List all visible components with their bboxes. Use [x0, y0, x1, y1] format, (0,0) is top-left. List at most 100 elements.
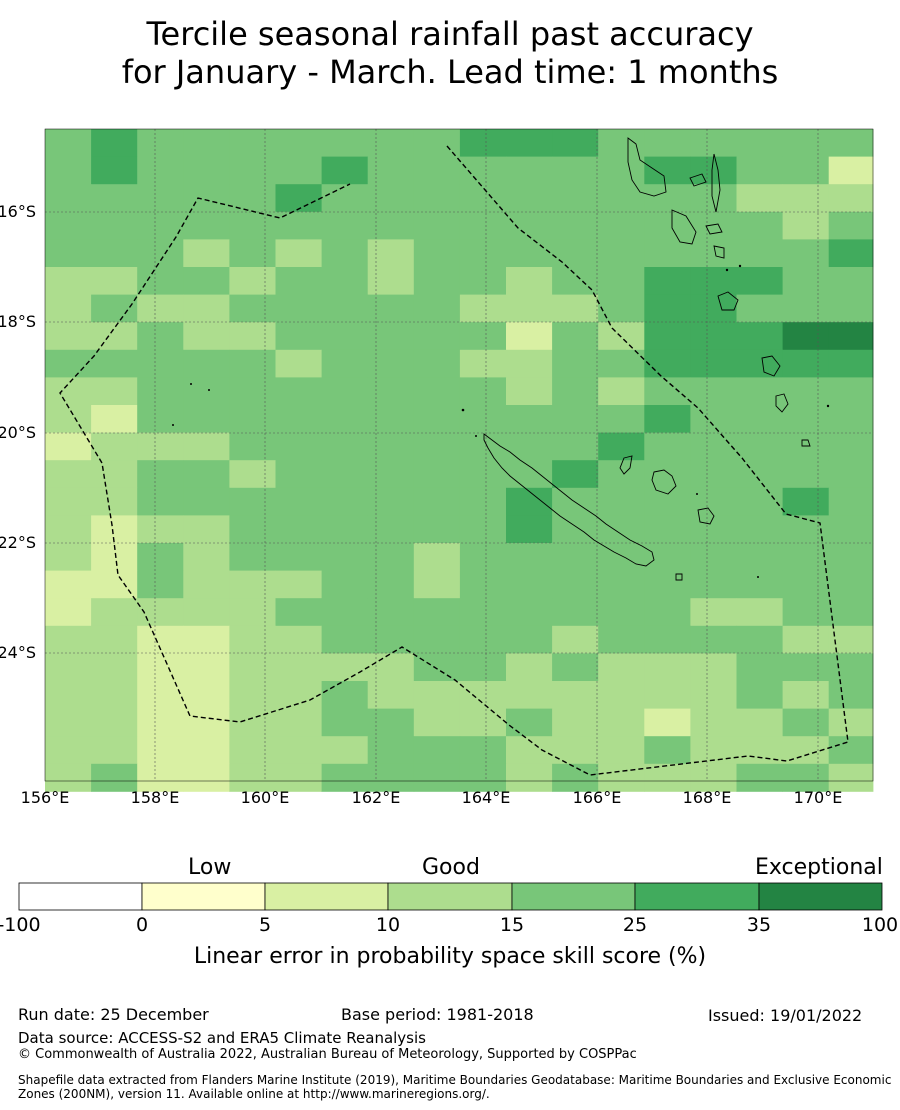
grid-cell [413, 239, 461, 268]
grid-cell [321, 322, 369, 351]
grid-cell [736, 156, 783, 185]
grid-cell [91, 487, 138, 516]
grid-cell [229, 487, 276, 516]
grid-cell [367, 322, 415, 351]
grid-cell [644, 763, 691, 792]
grid-cell [45, 460, 92, 489]
grid-cell [137, 763, 184, 792]
grid-cell [782, 432, 830, 461]
grid-cell [413, 349, 461, 378]
grid-cell [229, 156, 276, 185]
grid-cell [644, 515, 691, 544]
grid-cell [413, 294, 461, 323]
grid-cell [137, 349, 184, 378]
lon-label-162: 162°E [352, 788, 401, 807]
grid-cell [137, 653, 184, 682]
grid-cell [644, 736, 691, 765]
grid-cell [183, 653, 230, 682]
grid-cell [598, 487, 645, 516]
grid-cell [459, 267, 507, 295]
grid-cell [459, 736, 507, 765]
grid-cell [552, 763, 599, 792]
grid-cell [828, 377, 874, 406]
grid-cell [137, 598, 184, 627]
grid-cell [506, 156, 553, 185]
lon-label-168: 168°E [683, 788, 732, 807]
grid-cell [91, 267, 138, 295]
loyalty-island-mare [697, 507, 715, 525]
grid-cell [598, 736, 645, 765]
colorbar-swatch [264, 882, 389, 911]
grid-cell [690, 294, 737, 323]
grid-cell [552, 267, 599, 295]
grid-cell [413, 460, 461, 489]
grid-cell [45, 708, 92, 737]
grid-cell [459, 681, 507, 709]
lat-label-18: 18°S [0, 312, 36, 331]
grid-cell [367, 294, 415, 323]
grid-cell [229, 736, 276, 765]
small-islands [172, 264, 830, 578]
grid-cell [782, 129, 830, 157]
grid-cell [321, 763, 369, 792]
lat-label-16: 16°S [0, 202, 36, 221]
grid-cell [828, 543, 874, 571]
grid-cell [229, 432, 276, 461]
grid-cell [275, 267, 322, 295]
grid-cell [275, 653, 322, 682]
grid-cell [459, 294, 507, 323]
grid-cell [459, 543, 507, 571]
grid-cell [459, 405, 507, 433]
grid-cell [506, 184, 553, 213]
grid-cell [183, 432, 230, 461]
grid-cell [183, 211, 230, 240]
grid-cell [367, 543, 415, 571]
grid-cell [736, 184, 783, 213]
skill-grid [45, 129, 874, 792]
grid-cell [45, 239, 92, 268]
grid-cell [229, 294, 276, 323]
vanuatu-tanna [775, 393, 789, 413]
grid-cell [506, 681, 553, 709]
grid-cell [321, 460, 369, 489]
grid-cell [413, 570, 461, 599]
grid-cell [229, 267, 276, 295]
grid-cell [91, 625, 138, 654]
grid-cell [506, 267, 553, 295]
grid-cell [506, 129, 553, 157]
grid-cell [367, 653, 415, 682]
grid-cell [828, 570, 874, 599]
grid-cell [690, 322, 737, 351]
grid-cell [690, 598, 737, 627]
grid-cell [137, 405, 184, 433]
grid-cell [552, 625, 599, 654]
grid-cell [690, 405, 737, 433]
grid-cell [321, 598, 369, 627]
small-island [738, 264, 742, 268]
grid-cell [91, 129, 138, 157]
grid-cell [367, 625, 415, 654]
grid-cell [782, 653, 830, 682]
small-island [725, 268, 729, 272]
colorbar-tick-100: 100 [861, 914, 899, 936]
grid-cell [736, 487, 783, 516]
grid-cell [506, 598, 553, 627]
grid-cell [321, 681, 369, 709]
grid-cell [782, 211, 830, 240]
grid-cell [459, 322, 507, 351]
grid-cell [644, 598, 691, 627]
colorbar-swatch [758, 882, 883, 911]
grid-cell [506, 653, 553, 682]
vanuatu-efate [717, 291, 739, 311]
grid-cell [321, 570, 369, 599]
grid-cell [598, 625, 645, 654]
grid-cell [736, 543, 783, 571]
grid-cell [828, 239, 874, 268]
lon-label-156: 156°E [21, 788, 70, 807]
grid-cell [828, 184, 874, 213]
grid-cell [367, 349, 415, 378]
lon-label-160: 160°E [241, 788, 290, 807]
grid-cell [690, 543, 737, 571]
grid-cell [45, 211, 92, 240]
isle-of-pines [675, 573, 683, 581]
